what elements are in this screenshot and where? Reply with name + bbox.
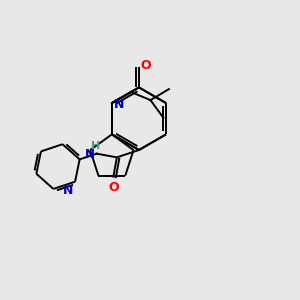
Text: O: O [108,181,119,194]
Text: N: N [85,148,95,161]
Text: O: O [140,59,151,72]
Text: N: N [114,98,124,111]
Text: N: N [62,184,73,197]
Text: H: H [91,141,100,151]
